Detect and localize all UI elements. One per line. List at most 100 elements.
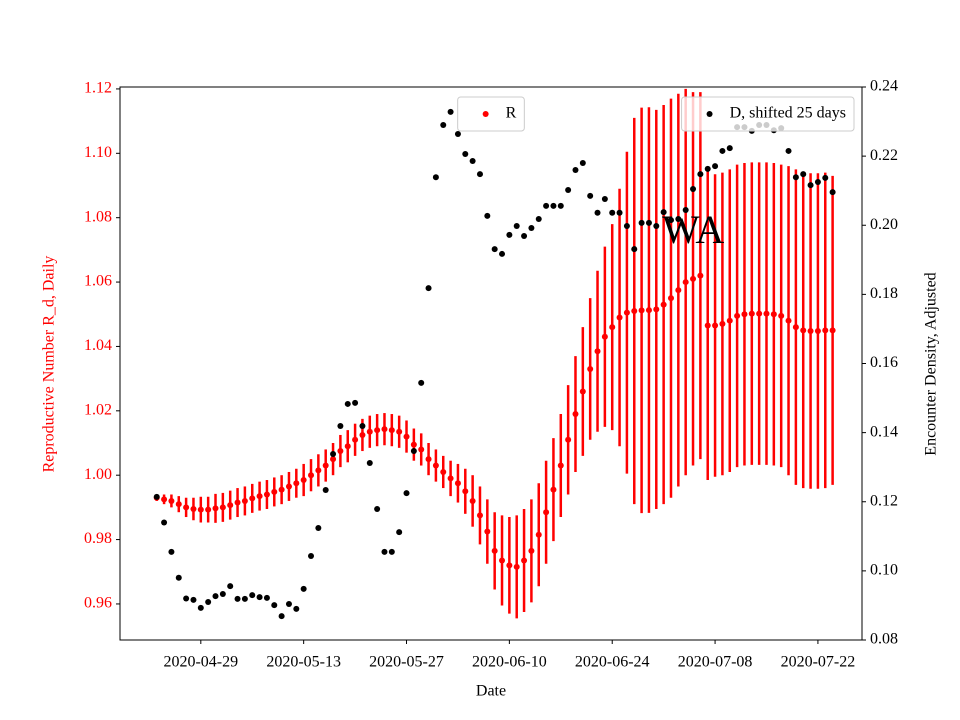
data-point: [609, 324, 616, 331]
data-point: [366, 460, 373, 467]
data-point: [565, 436, 572, 443]
data-point: [161, 496, 168, 503]
data-point: [205, 598, 212, 605]
data-point: [675, 216, 682, 223]
y-tick-label: 1.10: [84, 144, 112, 161]
data-point: [638, 219, 645, 226]
data-point: [535, 216, 542, 223]
data-point: [330, 451, 337, 458]
data-point: [623, 222, 630, 229]
data-point: [822, 174, 829, 181]
data-point: [484, 212, 491, 219]
x-tick-label: 2020-05-27: [369, 654, 444, 671]
data-point: [425, 456, 432, 463]
data-point: [454, 480, 461, 487]
data-point: [212, 505, 219, 512]
data-point: [241, 497, 248, 504]
data-point: [535, 531, 542, 538]
legend-box: [681, 96, 855, 132]
data-point: [756, 310, 763, 317]
data-point: [249, 592, 256, 599]
y-tick-label: 0.96: [84, 595, 112, 612]
data-point: [190, 505, 197, 512]
data-point: [315, 467, 322, 474]
data-point: [528, 547, 535, 554]
y2-tick-label: 0.14: [870, 423, 898, 440]
data-point: [418, 379, 425, 386]
legend-label: R: [506, 105, 517, 122]
data-point: [631, 246, 638, 253]
data-point: [183, 504, 190, 511]
y-tick-label: 0.98: [84, 530, 112, 547]
y-tick-label: 1.04: [84, 337, 112, 354]
data-point: [557, 202, 564, 209]
data-point: [359, 431, 366, 438]
data-point: [337, 423, 344, 430]
data-point: [175, 574, 182, 581]
data-point: [469, 157, 476, 164]
data-point: [675, 287, 682, 294]
data-point: [344, 443, 351, 450]
data-point: [785, 147, 792, 154]
data-point: [697, 171, 704, 178]
data-point: [690, 275, 697, 282]
data-point: [792, 324, 799, 331]
data-point: [374, 506, 381, 513]
y2-tick-label: 0.12: [870, 492, 898, 509]
data-point: [278, 486, 285, 493]
data-point: [499, 250, 506, 257]
data-point: [667, 295, 674, 302]
data-point: [388, 427, 395, 434]
data-point: [543, 509, 550, 516]
data-point: [719, 320, 726, 327]
data-point: [712, 163, 719, 170]
data-point: [653, 306, 660, 313]
data-point: [638, 307, 645, 314]
data-point: [293, 480, 300, 487]
data-point: [594, 348, 601, 355]
legend-marker: [706, 111, 713, 117]
y2-tick-label: 0.18: [870, 285, 898, 302]
data-point: [719, 147, 726, 154]
data-point: [814, 327, 821, 334]
data-point: [249, 495, 256, 502]
data-point: [396, 529, 403, 536]
data-point: [425, 285, 432, 292]
data-point: [418, 446, 425, 453]
data-point: [513, 222, 520, 229]
data-point: [161, 519, 168, 526]
data-point: [403, 490, 410, 497]
data-point: [726, 145, 733, 152]
data-point: [447, 108, 454, 115]
data-point: [227, 502, 234, 509]
data-point: [263, 491, 270, 498]
y2-tick-label: 0.22: [870, 147, 898, 164]
data-point: [440, 122, 447, 129]
data-point: [587, 192, 594, 199]
data-point: [528, 225, 535, 232]
data-point: [352, 436, 359, 443]
x-axis-label: Date: [476, 683, 506, 700]
legend-label: D, shifted 25 days: [730, 105, 846, 122]
data-point: [285, 601, 292, 608]
data-point: [241, 595, 248, 602]
data-point: [322, 462, 329, 469]
data-point: [491, 246, 498, 253]
data-point: [609, 209, 616, 216]
data-point: [168, 548, 175, 555]
y2-tick-label: 0.24: [870, 78, 898, 95]
data-point: [440, 468, 447, 475]
data-point: [741, 311, 748, 318]
data-point: [308, 553, 315, 560]
data-point: [410, 441, 417, 448]
y2-tick-label: 0.10: [870, 562, 898, 579]
data-point: [300, 477, 307, 484]
data-point: [565, 186, 572, 193]
data-point: [829, 189, 836, 196]
data-point: [572, 411, 579, 418]
data-point: [822, 327, 829, 334]
data-point: [785, 317, 792, 324]
y-tick-label: 1.00: [84, 466, 112, 483]
data-point: [770, 311, 777, 318]
